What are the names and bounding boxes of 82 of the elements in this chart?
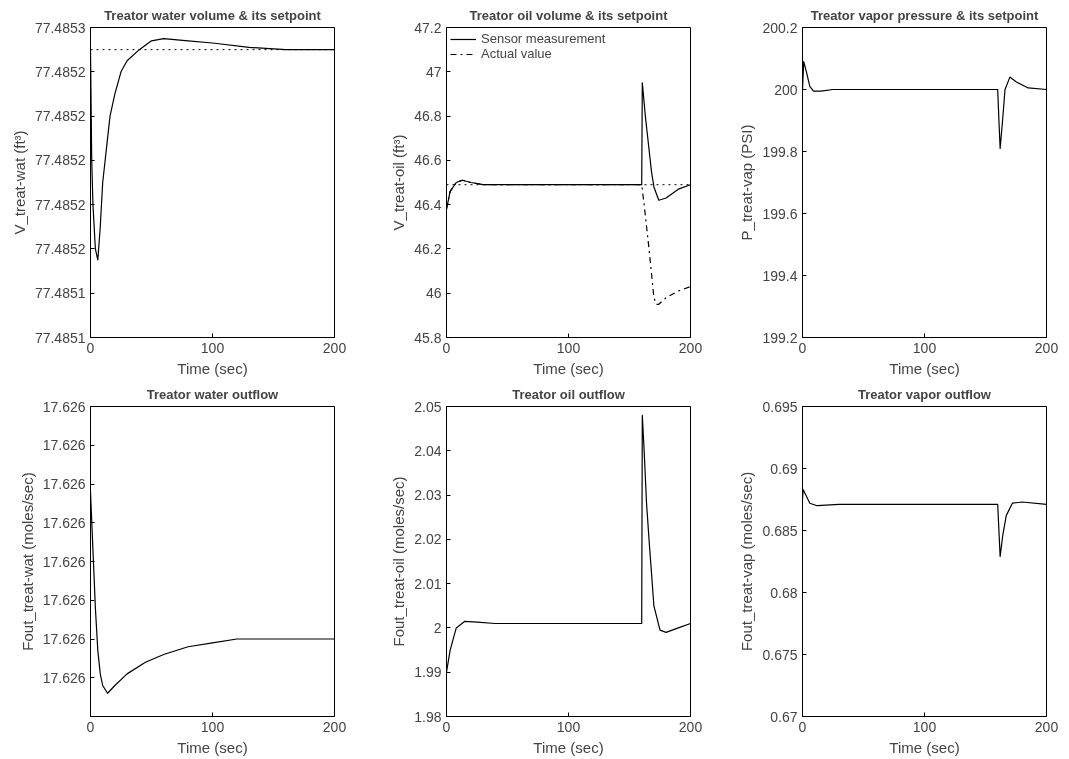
- y-tick-label: 77.4851: [34, 285, 86, 302]
- x-tick-label: 200: [322, 339, 347, 356]
- x-tick-label: 100: [912, 718, 937, 735]
- x-tick-label: 200: [1034, 718, 1059, 735]
- x-axis-title: Time (sec): [889, 359, 960, 377]
- y-tick-label: 17.626: [42, 437, 86, 454]
- y-tick-label: 0.68: [770, 584, 798, 601]
- y-axis-title: Fout_treat-vap (moles/sec): [738, 471, 756, 652]
- chart-title: Treator vapor pressure & its setpoint: [810, 7, 1039, 23]
- y-tick-label: 0.67: [770, 708, 798, 725]
- y-tick-label: 0.695: [762, 398, 798, 415]
- y-tick-label: 200: [774, 81, 798, 98]
- y-axis-title: P_treat-vap (PSI): [738, 124, 756, 241]
- x-tick-label: 100: [556, 339, 581, 356]
- x-tick-label: 100: [556, 718, 581, 735]
- y-tick-label: 17.626: [42, 669, 86, 686]
- y-tick-label: 2: [433, 619, 442, 636]
- x-tick-label: 200: [678, 339, 703, 356]
- x-tick-label: 0: [86, 718, 95, 735]
- y-tick-label: 2.05: [414, 398, 442, 415]
- x-tick-label: 200: [322, 718, 347, 735]
- y-tick-label: 45.8: [414, 329, 442, 346]
- y-tick-label: 1.98: [414, 708, 442, 725]
- y-tick-label: 2.01: [414, 575, 442, 592]
- y-tick-label: 17.626: [42, 476, 86, 492]
- y-tick-label: 77.4851: [34, 329, 86, 346]
- x-axis-title: Time (sec): [533, 359, 604, 377]
- x-axis-title: Time (sec): [177, 738, 248, 756]
- y-tick-label: 46.2: [414, 240, 442, 257]
- y-tick-label: 0.685: [762, 522, 798, 539]
- x-tick-label: 100: [200, 718, 225, 735]
- x-axis-title: Time (sec): [889, 738, 960, 756]
- y-tick-label: 2.03: [414, 487, 442, 504]
- y-tick-label: 77.4852: [34, 152, 86, 169]
- y-tick-label: 77.4853: [34, 19, 86, 36]
- chart-title: Treator water outflow: [146, 386, 280, 402]
- x-axis-title: Time (sec): [177, 359, 248, 377]
- x-axis-title: Time (sec): [533, 738, 604, 756]
- y-tick-label: 199.4: [762, 267, 798, 284]
- y-tick-label: 199.2: [762, 329, 798, 346]
- y-tick-label: 0.675: [762, 646, 798, 663]
- y-tick-label: 200.2: [762, 19, 798, 36]
- chart-title: Treator oil volume & its setpoint: [469, 7, 669, 23]
- y-tick-label: 46.8: [414, 108, 442, 125]
- chart-title: Treator water volume & its setpoint: [104, 7, 322, 23]
- y-tick-label: 199.6: [762, 205, 798, 222]
- y-tick-label: 47.2: [414, 19, 442, 36]
- y-tick-label: 1.99: [414, 664, 442, 681]
- x-tick-label: 0: [442, 339, 451, 356]
- x-tick-label: 100: [912, 339, 937, 356]
- y-axis-title: Fout_treat-oil (moles/sec): [390, 476, 408, 647]
- y-tick-label: 77.4852: [34, 63, 86, 80]
- y-tick-label: 77.4852: [34, 196, 86, 213]
- y-tick-label: 2.04: [414, 442, 442, 459]
- x-tick-label: 0: [798, 718, 807, 735]
- y-tick-label: 0.69: [770, 460, 798, 477]
- x-tick-label: 200: [678, 718, 703, 735]
- y-axis-title: V_treat-oil (ft³): [390, 134, 408, 231]
- y-tick-label: 46.4: [414, 196, 442, 213]
- x-tick-label: 200: [1034, 339, 1059, 356]
- y-tick-label: 47: [425, 63, 442, 80]
- x-tick-label: 0: [86, 339, 95, 356]
- y-tick-label: 17.626: [42, 514, 86, 531]
- y-tick-label: 46.6: [414, 152, 442, 169]
- y-axis-title: Fout_treat-wat (moles/sec): [18, 472, 36, 651]
- y-tick-label: 199.8: [762, 143, 798, 160]
- y-tick-label: 77.4852: [34, 108, 86, 125]
- y-tick-label: 46: [425, 285, 442, 302]
- legend-label: Sensor measurement: [481, 31, 606, 46]
- x-tick-label: 100: [200, 339, 225, 356]
- y-tick-label: 77.4852: [34, 240, 86, 257]
- x-tick-label: 0: [798, 339, 807, 356]
- y-axis-title: V_treat-wat (ft³): [10, 130, 28, 235]
- y-tick-label: 2.02: [414, 531, 442, 548]
- chart-title: Treator oil outflow: [512, 386, 626, 402]
- y-tick-label: 17.626: [42, 398, 86, 415]
- x-tick-label: 0: [442, 718, 451, 735]
- chart-title: Treator vapor outflow: [858, 386, 992, 402]
- y-tick-label: 17.626: [42, 553, 86, 570]
- y-tick-label: 17.626: [42, 631, 86, 647]
- y-tick-label: 17.626: [42, 592, 86, 609]
- legend-label: Actual value: [481, 46, 552, 61]
